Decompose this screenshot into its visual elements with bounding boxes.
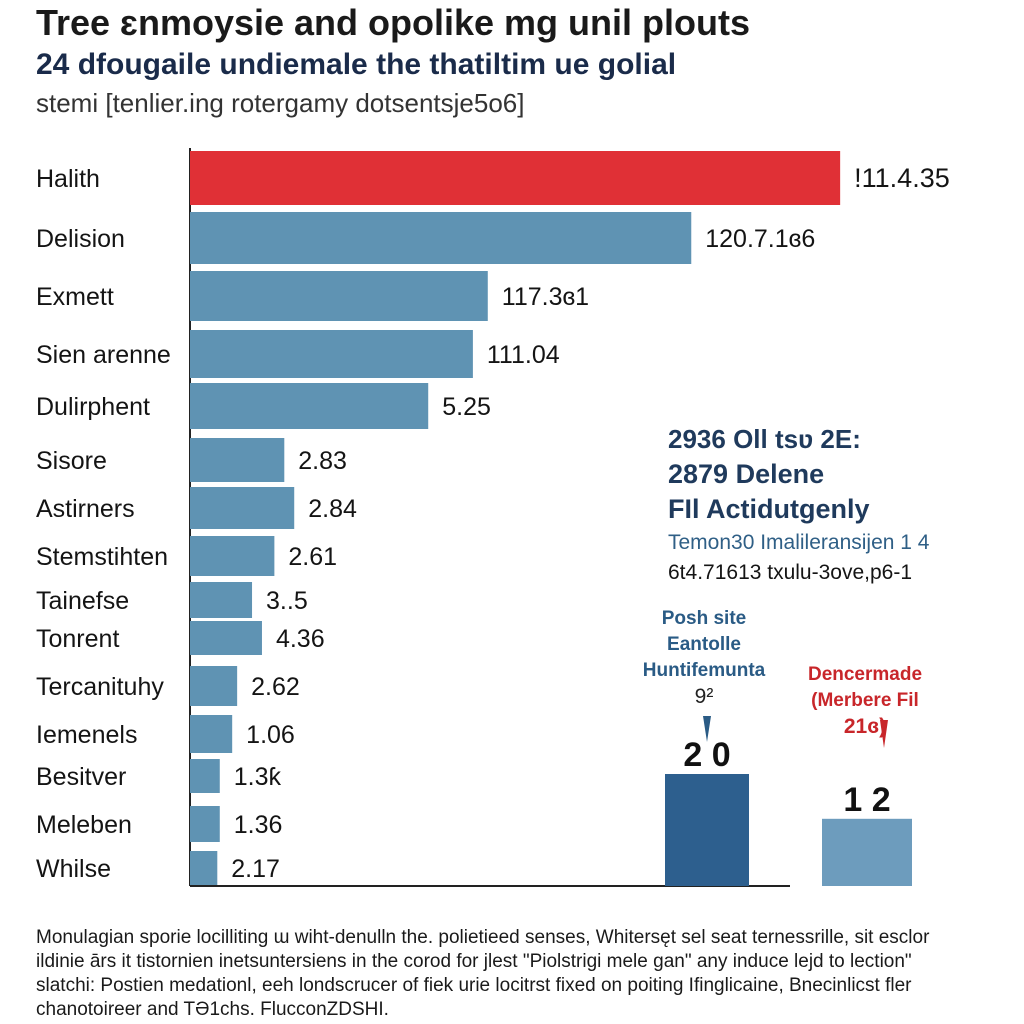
annotation-line: FIl Actidutgenly	[668, 494, 870, 524]
bar	[190, 212, 692, 264]
callout-right-line: Dencermade	[807, 664, 923, 685]
footnote: Monulagian sporie locilliting ɯ wiht-den…	[36, 926, 996, 1022]
category-label: Stemstihten	[36, 543, 168, 571]
callout-pointer-right	[880, 720, 888, 748]
value-label: !11.4.35	[854, 163, 950, 193]
bar	[190, 487, 295, 529]
value-label: 2.84	[308, 495, 357, 523]
callout-right-number: 21ɞ)	[843, 715, 887, 738]
bar-highlight	[190, 151, 841, 205]
bar	[190, 621, 262, 655]
value-label: 2.61	[288, 543, 337, 571]
callout-pointer-left	[703, 716, 711, 742]
bar	[190, 715, 233, 753]
value-label: 2.17	[231, 855, 280, 883]
callout-left-number: 9²	[694, 685, 714, 708]
inset-bar	[665, 774, 749, 886]
bar	[190, 383, 429, 429]
bar	[190, 330, 473, 378]
value-label: 117.3ɞ1	[502, 283, 589, 311]
category-label: Besitver	[36, 763, 126, 791]
footnote-line: Monulagian sporie locilliting ɯ wiht-den…	[36, 927, 930, 948]
bar	[190, 806, 220, 842]
chart-title: Tree ɛnmoysie and opolike mg unil plouts	[36, 2, 751, 43]
value-label: 3..5	[266, 587, 308, 615]
annotation-line: 2879 Delene	[668, 459, 825, 489]
category-label: Astirners	[36, 495, 135, 523]
value-label: 5.25	[442, 393, 491, 421]
category-label: Iemenels	[36, 721, 137, 749]
bar	[190, 666, 238, 706]
bar	[190, 271, 488, 321]
callout-right-line: (Merbere Fil	[811, 690, 919, 711]
category-label: Tercanituhy	[36, 673, 164, 701]
value-label: 120.7.1ɞ6	[705, 225, 815, 253]
category-label: Tainefse	[36, 587, 129, 615]
annotation-box: 2936 Oll tsʋ 2E: 2879 Delene FIl Actidut…	[668, 424, 1008, 585]
footnote-line: slatchi: Postien medationl, eeh londscru…	[36, 975, 912, 996]
footnote-line: ildinie ārs it tistornien inetsuntersien…	[36, 951, 912, 972]
callout-left-line: Huntifemunta	[642, 660, 766, 681]
inset-value-label: 2 0	[683, 736, 730, 774]
footnote-line: chanotoireer and TƏ1chs. FlucconZDSHI.	[36, 999, 389, 1020]
inset-bar	[822, 818, 912, 886]
category-label: Whilse	[36, 855, 111, 883]
chart-subtitle: 24 dfougaile undiemale the thatiltim ue …	[36, 48, 677, 81]
callout-right: Dencermade (Merbere Fil 21ɞ)	[790, 662, 940, 740]
category-label: Meleben	[36, 811, 132, 839]
category-label: Sien arenne	[36, 341, 171, 369]
category-label: Exmett	[36, 283, 114, 311]
category-label: Dulirphent	[36, 393, 150, 421]
value-label: 1.36	[234, 811, 283, 839]
annotation-line: Temon30 Imalileransijen 1 4	[668, 531, 930, 554]
category-label: Halith	[36, 165, 100, 193]
bar	[190, 536, 275, 576]
inset-value-label: 1 2	[843, 781, 890, 819]
callout-left: Posh site Eantolle Huntifemunta 9²	[624, 606, 784, 710]
annotation-line: 6t4.71613 txulu-3ove,p6-1	[668, 561, 913, 584]
value-label: 2.83	[298, 447, 347, 475]
value-label: 1.3ƙ	[234, 763, 282, 791]
callout-left-line: Posh site	[661, 608, 747, 629]
value-label: 2.62	[251, 673, 300, 701]
annotation-line: 2936 Oll tsʋ 2E:	[668, 424, 861, 454]
value-label: 111.04	[487, 341, 560, 369]
bar	[190, 759, 220, 793]
bar	[190, 851, 218, 885]
bar	[190, 438, 285, 482]
callout-left-line: Eantolle	[667, 634, 741, 655]
category-label: Sisore	[36, 447, 107, 475]
bar	[190, 582, 253, 618]
category-label: Delision	[36, 225, 125, 253]
value-label: 1.06	[246, 721, 295, 749]
chart-caption: stemi [tenlier.ing rotergamy dotsentsje5…	[36, 88, 525, 118]
category-label: Tonrent	[36, 625, 119, 653]
value-label: 4.36	[276, 625, 325, 653]
